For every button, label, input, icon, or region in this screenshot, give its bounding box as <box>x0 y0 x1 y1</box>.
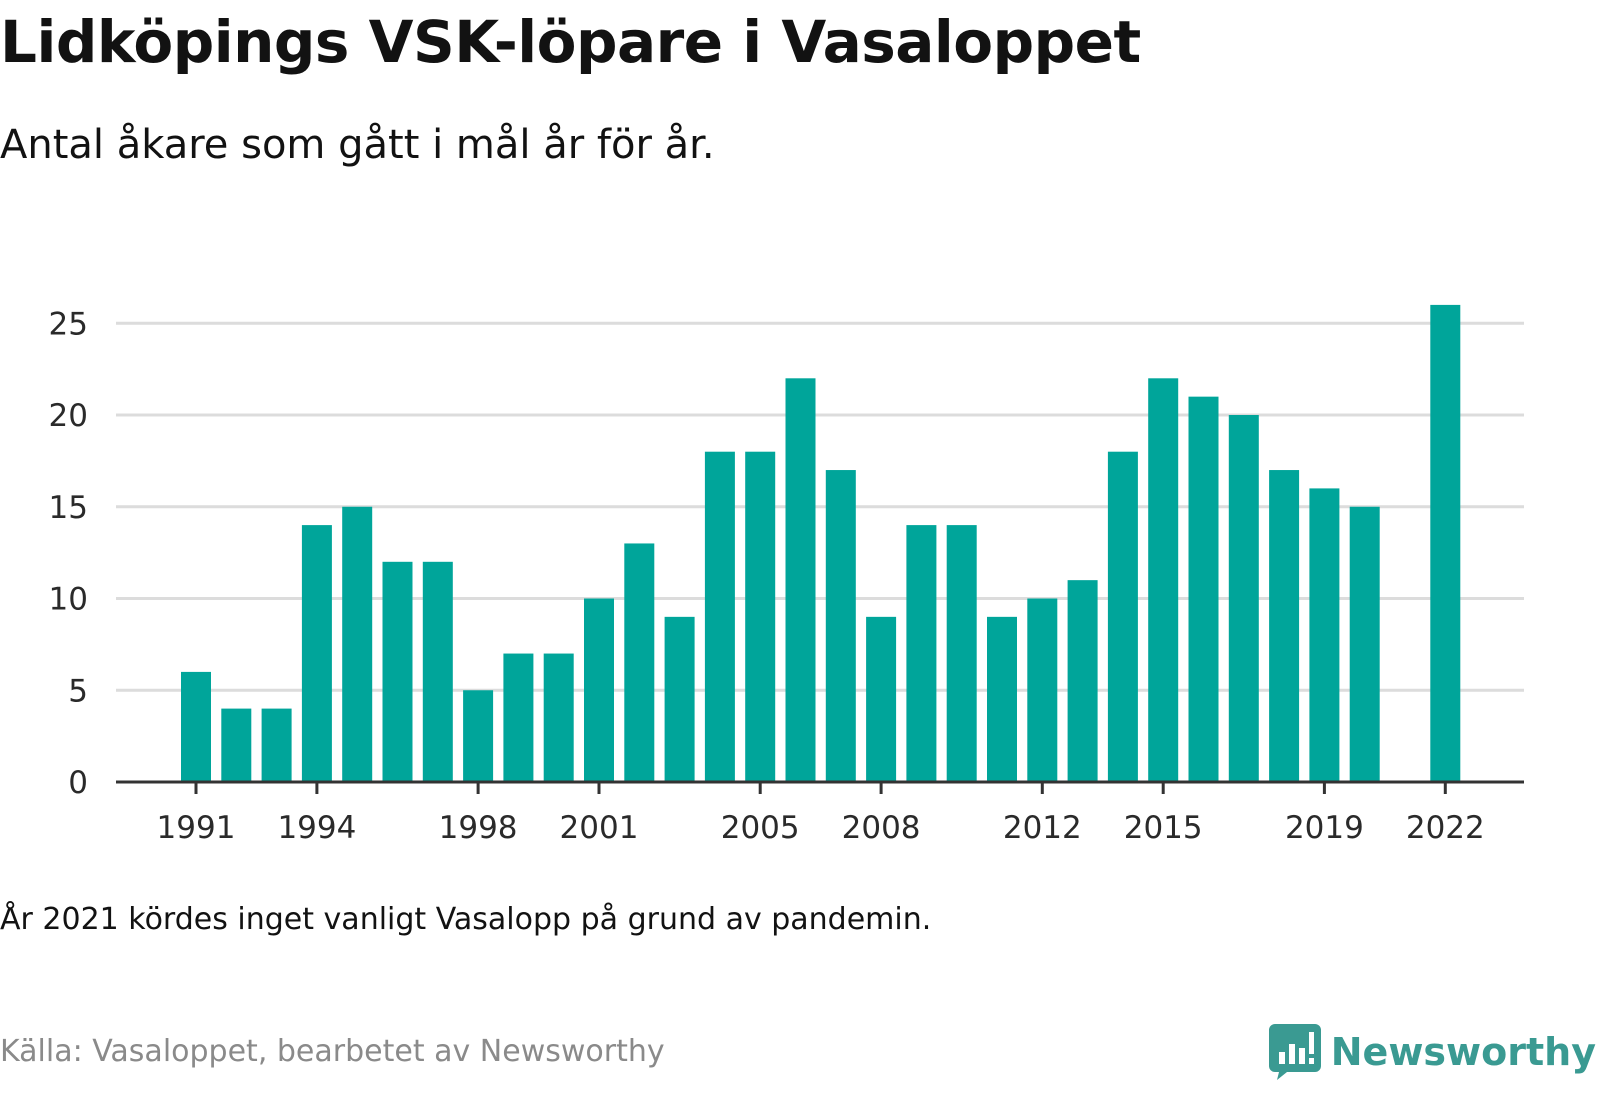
chart-subtitle: Antal åkare som gått i mål år för år. <box>0 122 715 168</box>
brand-name: Newsworthy <box>1330 1030 1596 1074</box>
x-tick-label: 2012 <box>1003 810 1082 846</box>
bar-2012 <box>1027 598 1058 782</box>
source-credit: Källa: Vasaloppet, bearbetet av Newswort… <box>0 1034 665 1069</box>
y-tick-label: 15 <box>49 490 88 526</box>
bar-2006 <box>785 378 816 782</box>
x-tick-label: 2019 <box>1285 810 1364 846</box>
axes: 0 5 10 15 20 25 1991 1994 1998 2001 2005 2008 2012 20… <box>49 306 1524 846</box>
x-tick-label: 2008 <box>842 810 921 846</box>
bar-chart: 0 5 10 15 20 25 1991 1994 1998 2001 2005 2008 2012 20… <box>49 304 1524 846</box>
x-tick-label: 2001 <box>560 810 639 846</box>
y-tick-label: 10 <box>49 582 88 618</box>
bar-2020 <box>1349 506 1380 782</box>
bar-2010 <box>946 525 977 782</box>
y-tick-label: 25 <box>49 306 88 342</box>
bar-2022 <box>1430 304 1461 782</box>
bar-2009 <box>906 525 937 782</box>
bar-1997 <box>422 561 453 782</box>
x-tick-label: 2015 <box>1124 810 1203 846</box>
bar-2016 <box>1188 396 1219 782</box>
bar-1994 <box>301 525 332 782</box>
x-tick-label: 1994 <box>277 810 356 846</box>
x-tick-label: 1998 <box>439 810 518 846</box>
newsworthy-logo: Newsworthy <box>1268 1024 1596 1080</box>
bar-2000 <box>543 653 574 782</box>
bar-1999 <box>503 653 534 782</box>
bar-1992 <box>221 708 252 782</box>
y-tick-label: 20 <box>49 398 88 434</box>
y-tick-label: 5 <box>68 673 88 709</box>
bar-2011 <box>987 616 1017 782</box>
bar-2019 <box>1309 488 1340 782</box>
bar-2008 <box>866 616 897 782</box>
bar-2003 <box>664 616 695 782</box>
bar-2007 <box>825 470 856 782</box>
bar-1996 <box>382 561 413 782</box>
bar-2015 <box>1148 378 1179 782</box>
bar-2002 <box>624 543 655 782</box>
chart-title: Lidköpings VSK-löpare i Vasaloppet <box>0 8 1141 76</box>
x-tick-label: 1991 <box>157 810 236 846</box>
bar-2005 <box>745 451 776 782</box>
y-tick-label: 0 <box>68 765 88 801</box>
x-tick-label: 2005 <box>721 810 800 846</box>
chart-note: År 2021 kördes inget vanligt Vasalopp på… <box>0 902 932 937</box>
bar-1998 <box>463 690 494 782</box>
bars <box>181 304 1461 782</box>
bar-1993 <box>261 708 292 782</box>
bar-2013 <box>1067 580 1098 782</box>
bar-2017 <box>1228 415 1259 782</box>
newsworthy-logo-icon <box>1268 1024 1321 1080</box>
bar-2018 <box>1269 470 1300 782</box>
bar-2014 <box>1107 451 1138 782</box>
x-tick-label: 2022 <box>1406 810 1485 846</box>
bar-1995 <box>342 506 373 782</box>
bar-2001 <box>584 598 614 782</box>
bar-2004 <box>704 451 735 782</box>
bar-1991 <box>181 671 211 782</box>
